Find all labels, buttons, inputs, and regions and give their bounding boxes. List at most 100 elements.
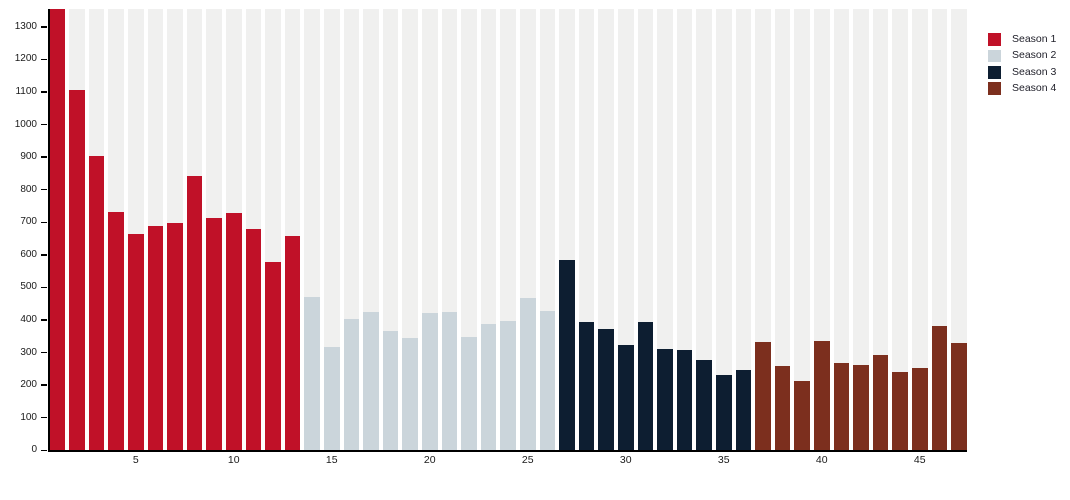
bar-season-2-episode-19 — [402, 337, 418, 451]
x-axis-tick-label: 30 — [619, 454, 632, 467]
bar-season-1-episode-4 — [108, 211, 124, 451]
bar-season-1-episode-13 — [284, 236, 301, 451]
legend-swatch-season-4 — [988, 82, 1001, 95]
background-stripe — [794, 9, 810, 451]
background-stripe — [755, 9, 771, 451]
bar-season-4-episode-45 — [911, 368, 928, 451]
x-axis-tick-label: 20 — [423, 454, 436, 467]
bar-season-1-episode-1 — [49, 9, 66, 451]
bar-season-4-episode-47 — [951, 343, 967, 451]
y-axis-line — [48, 9, 50, 452]
bar-season-2-episode-15 — [323, 346, 340, 451]
y-axis-tick-label: 1200 — [14, 53, 37, 65]
y-axis-tick — [41, 221, 47, 223]
background-stripe — [323, 9, 340, 451]
y-axis-tick-label: 800 — [20, 183, 37, 195]
bar-season-4-episode-40 — [813, 341, 830, 451]
legend-label-season-4: Season 4 — [1012, 82, 1057, 95]
y-axis-tick-label: 300 — [20, 346, 37, 358]
bar-season-1-episode-5 — [127, 234, 144, 451]
background-stripe — [892, 9, 908, 451]
bar-season-3-episode-27 — [559, 260, 575, 451]
x-axis-tick-label: 40 — [815, 454, 828, 467]
y-axis-tick — [41, 58, 47, 61]
y-axis-tick — [41, 91, 47, 93]
y-axis-tick — [41, 156, 47, 158]
bar-season-1-episode-10 — [225, 213, 242, 451]
bar-season-1-episode-6 — [147, 226, 164, 451]
bar-season-2-episode-25 — [519, 298, 536, 451]
bar-season-2-episode-21 — [441, 312, 458, 451]
x-axis-tick-label: 45 — [913, 454, 926, 467]
y-axis-tick-label: 500 — [20, 281, 37, 293]
bar-season-4-episode-38 — [774, 366, 791, 451]
x-axis-tick-label: 15 — [325, 454, 338, 467]
bar-season-4-episode-43 — [872, 355, 889, 451]
x-axis-line — [48, 450, 967, 452]
legend-label-season-2: Season 2 — [1012, 49, 1057, 62]
y-axis-tick-label: 900 — [20, 151, 37, 163]
background-stripe — [774, 9, 791, 451]
background-stripe — [872, 9, 889, 451]
y-axis-tick — [41, 384, 47, 386]
bar-season-4-episode-42 — [853, 365, 869, 451]
bar-season-2-episode-22 — [461, 336, 477, 451]
bar-season-4-episode-39 — [794, 381, 810, 451]
y-axis-tick-label: 700 — [20, 216, 37, 228]
x-axis-tick-label: 35 — [717, 454, 730, 467]
legend-swatch-season-2 — [988, 49, 1001, 63]
bar-season-4-episode-44 — [892, 372, 908, 451]
bar-season-2-episode-14 — [304, 296, 320, 451]
bar-season-3-episode-30 — [617, 345, 634, 451]
legend-label-season-3: Season 3 — [1012, 65, 1057, 78]
background-stripe — [833, 9, 850, 451]
bar-season-2-episode-23 — [480, 323, 497, 451]
background-stripe — [911, 9, 928, 451]
bar-season-2-episode-26 — [539, 310, 556, 451]
bar-season-3-episode-35 — [715, 375, 732, 451]
background-stripe — [696, 9, 712, 451]
bar-season-1-episode-7 — [167, 223, 183, 451]
bar-season-2-episode-18 — [382, 331, 399, 451]
legend-label-season-1: Season 1 — [1012, 33, 1057, 45]
y-axis-tick — [41, 351, 47, 354]
bar-season-4-episode-41 — [833, 362, 850, 451]
legend-item-season-4: Season 4 — [988, 82, 1056, 95]
legend-swatch-season-1 — [988, 33, 1001, 46]
background-stripe — [853, 9, 869, 451]
bar-season-3-episode-29 — [598, 329, 614, 451]
background-stripe — [715, 9, 732, 451]
bar-season-2-episode-20 — [421, 313, 438, 451]
bar-season-2-episode-16 — [343, 319, 360, 451]
legend-item-season-1: Season 1 — [988, 33, 1056, 46]
bar-season-2-episode-24 — [500, 321, 516, 451]
background-stripe — [813, 9, 830, 451]
x-axis-tick-label: 5 — [132, 454, 139, 467]
y-axis-tick — [41, 123, 47, 126]
y-axis-tick-label: 1000 — [14, 118, 37, 130]
y-axis-tick-label: 0 — [31, 444, 37, 456]
bar-season-2-episode-17 — [363, 311, 379, 451]
background-stripe — [617, 9, 634, 451]
legend-item-season-2: Season 2 — [988, 49, 1057, 63]
y-axis-tick — [41, 416, 47, 419]
y-axis-tick-label: 1300 — [14, 20, 37, 32]
y-axis-tick-label: 200 — [20, 379, 37, 391]
y-axis-tick-label: 1100 — [15, 86, 37, 98]
bar-season-1-episode-11 — [245, 229, 262, 451]
background-stripe — [735, 9, 752, 451]
x-axis-tick-label: 10 — [227, 454, 240, 467]
y-axis-tick — [41, 254, 47, 256]
background-stripe — [676, 9, 693, 451]
bar-season-1-episode-9 — [206, 218, 222, 451]
legend-swatch-season-3 — [988, 66, 1001, 79]
bar-season-4-episode-46 — [931, 326, 948, 451]
y-axis-tick — [41, 319, 47, 321]
bar-season-3-episode-36 — [735, 370, 752, 451]
bar-season-3-episode-34 — [696, 360, 712, 451]
bar-season-1-episode-8 — [186, 175, 203, 451]
x-axis-tick-label: 25 — [521, 454, 534, 467]
bar-season-3-episode-33 — [676, 349, 693, 451]
